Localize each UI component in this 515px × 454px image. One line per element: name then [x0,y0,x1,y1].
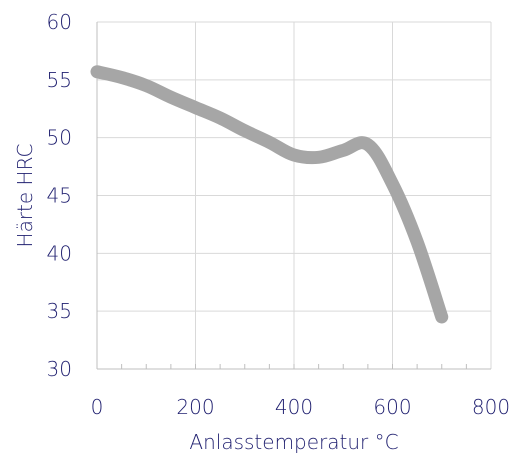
y-tick-label: 50 [47,126,72,150]
y-tick-label: 35 [47,299,72,323]
y-axis-title: Härte HRC [13,144,37,248]
y-tick-label: 40 [47,241,72,265]
x-tick-label: 400 [275,395,313,419]
y-tick-label: 60 [47,10,72,34]
y-tick-label: 30 [47,357,72,381]
y-tick-label: 55 [47,68,72,92]
y-tick-label: 45 [47,184,72,208]
grid-layer [97,21,492,369]
x-tick-label: 600 [373,395,411,419]
x-tick-label: 0 [91,395,104,419]
series-line-0 [90,65,449,324]
x-axis-title: Anlasstemperatur °C [189,430,398,454]
x-tick-label: 800 [472,395,510,419]
axis-layer [96,22,491,370]
x-tick-label: 200 [176,395,214,419]
series-layer [90,65,449,324]
